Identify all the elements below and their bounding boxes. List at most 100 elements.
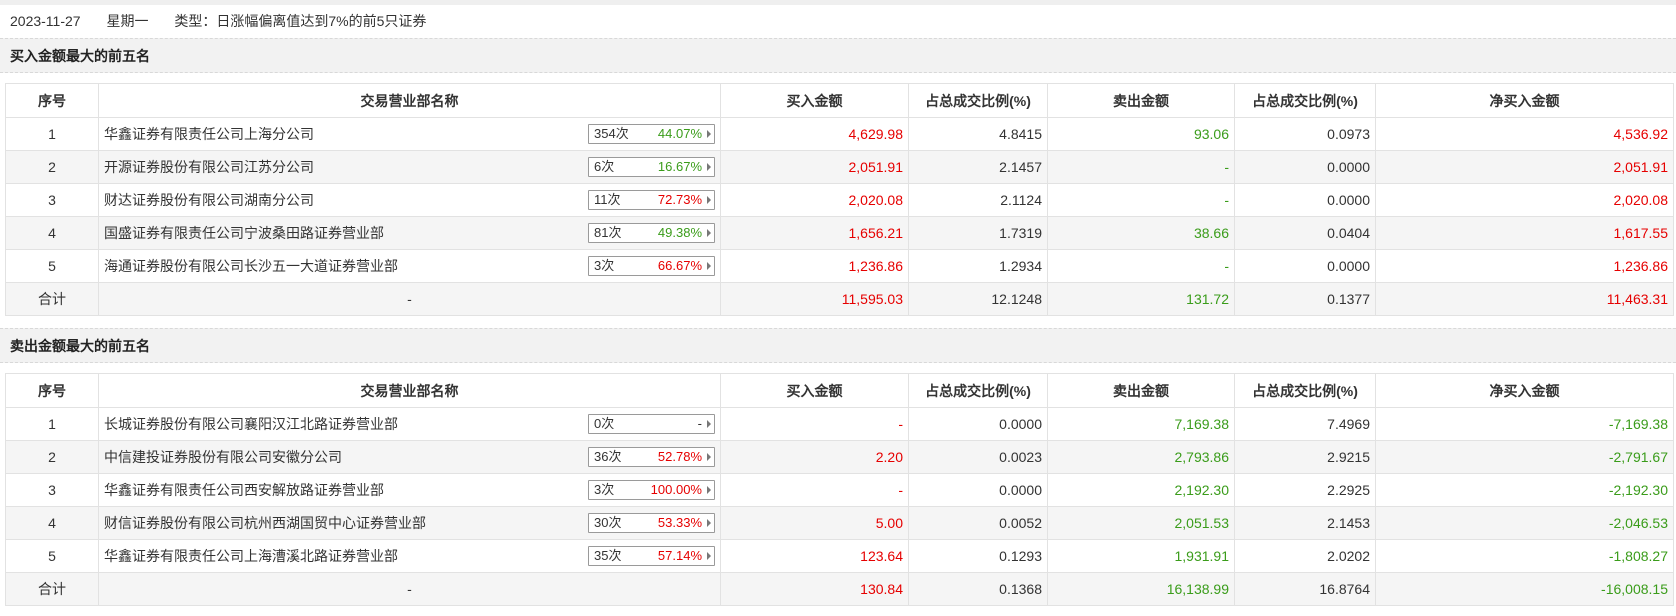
table-row: 2 中信建投证券股份有限公司安徽分公司 36次 52.78% 2.20 0.0023 2,7… [5, 440, 1674, 474]
listing-count: 30次 [594, 515, 622, 530]
net-buy-amount: 2,051.91 [1375, 150, 1674, 184]
col-buy-ratio: 占总成交比例(%) [908, 83, 1048, 118]
sell-amount: 38.66 [1047, 216, 1235, 250]
buy-ratio: 1.7319 [908, 216, 1048, 250]
sell-amount: 7,169.38 [1047, 407, 1235, 441]
caret-right-icon [707, 420, 711, 428]
row-index: 4 [5, 216, 99, 250]
total-net-buy: 11,463.31 [1375, 282, 1674, 316]
listing-count: 3次 [594, 482, 615, 497]
sell-section-title: 卖出金额最大的前五名 [0, 328, 1676, 363]
row-index: 5 [5, 249, 99, 283]
table-row: 3 财达证券股份有限公司湖南分公司 11次 72.73% 2,020.08 2.1124-… [5, 183, 1674, 217]
history-stat-dropdown[interactable]: 3次 100.00% [588, 480, 715, 500]
caret-right-icon [707, 453, 711, 461]
net-buy-amount: 1,617.55 [1375, 216, 1674, 250]
success-rate: 49.38% [657, 225, 702, 240]
branch-name[interactable]: 财达证券股份有限公司湖南分公司 [104, 192, 314, 208]
branch-name-cell: 开源证券股份有限公司江苏分公司 6次 16.67% [98, 150, 721, 184]
caret-right-icon [707, 196, 711, 204]
col-buy-ratio: 占总成交比例(%) [908, 373, 1048, 408]
listing-count: 6次 [594, 159, 615, 174]
branch-name[interactable]: 华鑫证券有限责任公司西安解放路证券营业部 [104, 482, 384, 498]
buy-amount: 123.64 [720, 539, 909, 573]
sell-amount: 93.06 [1047, 117, 1235, 151]
history-stat-dropdown[interactable]: 30次 53.33% [588, 513, 715, 533]
sell-amount: 1,931.91 [1047, 539, 1235, 573]
branch-name[interactable]: 华鑫证券有限责任公司上海漕溪北路证券营业部 [104, 548, 398, 564]
branch-name-cell: 财信证券股份有限公司杭州西湖国贸中心证券营业部 30次 53.33% [98, 506, 721, 540]
buy-ratio: 2.1124 [908, 183, 1048, 217]
branch-name-cell: 长城证券股份有限公司襄阳汉江北路证券营业部 0次 - [98, 407, 721, 441]
history-stat-dropdown[interactable]: 36次 52.78% [588, 447, 715, 467]
buy-ratio: 0.0000 [908, 407, 1048, 441]
type-label: 类型：日涨幅偏离值达到7%的前5只证券 [174, 13, 427, 29]
sell-ratio: 2.2925 [1234, 473, 1376, 507]
history-stat-dropdown[interactable]: 6次 16.67% [588, 157, 715, 177]
sell-amount: 2,051.53 [1047, 506, 1235, 540]
sell-table: 序号 交易营业部名称 买入金额 占总成交比例(%) 卖出金额 占总成交比例(%)… [5, 373, 1674, 606]
branch-name[interactable]: 国盛证券有限责任公司宁波桑田路证券营业部 [104, 225, 384, 241]
sell-ratio: 0.0000 [1234, 183, 1376, 217]
sell-amount: - [1047, 249, 1235, 283]
col-buy-amount: 买入金额 [720, 83, 909, 118]
sell-ratio: 0.0404 [1234, 216, 1376, 250]
history-stat-dropdown[interactable]: 81次 49.38% [588, 223, 715, 243]
top-bar [0, 0, 1676, 5]
sell-ratio: 0.0000 [1234, 150, 1376, 184]
buy-ratio: 0.0023 [908, 440, 1048, 474]
branch-name-cell: 华鑫证券有限责任公司西安解放路证券营业部 3次 100.00% [98, 473, 721, 507]
caret-right-icon [707, 229, 711, 237]
caret-right-icon [707, 519, 711, 527]
success-rate: 53.33% [657, 515, 702, 530]
table-row: 5 华鑫证券有限责任公司上海漕溪北路证券营业部 35次 57.14% 123.64 0.1… [5, 539, 1674, 573]
history-stat-dropdown[interactable]: 354次 44.07% [588, 124, 715, 144]
buy-amount: 2,051.91 [720, 150, 909, 184]
success-rate: 100.00% [650, 482, 702, 497]
branch-name-cell: 国盛证券有限责任公司宁波桑田路证券营业部 81次 49.38% [98, 216, 721, 250]
sell-ratio: 2.0202 [1234, 539, 1376, 573]
net-buy-amount: 2,020.08 [1375, 183, 1674, 217]
buy-ratio: 1.2934 [908, 249, 1048, 283]
meta-line: 2023-11-27 星期一 类型：日涨幅偏离值达到7%的前5只证券 [0, 5, 1676, 38]
net-buy-amount: 1,236.86 [1375, 249, 1674, 283]
branch-name[interactable]: 开源证券股份有限公司江苏分公司 [104, 159, 314, 175]
history-stat-dropdown[interactable]: 11次 72.73% [588, 190, 715, 210]
buy-section-title: 买入金额最大的前五名 [0, 38, 1676, 73]
success-rate: 44.07% [657, 126, 702, 141]
total-buy-amount: 130.84 [720, 572, 909, 606]
branch-name[interactable]: 海通证券股份有限公司长沙五一大道证券营业部 [104, 258, 398, 274]
history-stat-dropdown[interactable]: 35次 57.14% [588, 546, 715, 566]
total-sell-ratio: 0.1377 [1234, 282, 1376, 316]
branch-name[interactable]: 长城证券股份有限公司襄阳汉江北路证券营业部 [104, 416, 398, 432]
branch-name[interactable]: 华鑫证券有限责任公司上海分公司 [104, 126, 314, 142]
listing-count: 36次 [594, 449, 622, 464]
history-stat-dropdown[interactable]: 3次 66.67% [588, 256, 715, 276]
row-index: 4 [5, 506, 99, 540]
table-row: 2 开源证券股份有限公司江苏分公司 6次 16.67% 2,051.91 2.1457-0… [5, 150, 1674, 184]
branch-name-cell: 华鑫证券有限责任公司上海漕溪北路证券营业部 35次 57.14% [98, 539, 721, 573]
col-sell-amount: 卖出金额 [1047, 373, 1235, 408]
table-row: 1 长城证券股份有限公司襄阳汉江北路证券营业部 0次 - -0.0000 7,169.38… [5, 407, 1674, 441]
table-header-row: 序号 交易营业部名称 买入金额 占总成交比例(%) 卖出金额 占总成交比例(%)… [5, 373, 1674, 408]
net-buy-amount: -2,791.67 [1375, 440, 1674, 474]
branch-name[interactable]: 中信建投证券股份有限公司安徽分公司 [104, 449, 342, 465]
success-rate: - [697, 416, 702, 431]
total-sell-ratio: 16.8764 [1234, 572, 1376, 606]
sell-amount: 2,192.30 [1047, 473, 1235, 507]
total-net-buy: -16,008.15 [1375, 572, 1674, 606]
listing-count: 354次 [594, 126, 629, 141]
history-stat-dropdown[interactable]: 0次 - [588, 414, 715, 434]
total-row: 合计 -130.84 0.1368 16,138.99 16.8764 -16,008.1… [5, 572, 1674, 606]
caret-right-icon [707, 486, 711, 494]
col-net-buy: 净买入金额 [1375, 83, 1674, 118]
sell-amount: - [1047, 150, 1235, 184]
total-sell-amount: 131.72 [1047, 282, 1235, 316]
success-rate: 16.67% [657, 159, 702, 174]
buy-ratio: 0.0000 [908, 473, 1048, 507]
col-branch-name: 交易营业部名称 [98, 83, 721, 118]
listing-count: 3次 [594, 258, 615, 273]
branch-name[interactable]: 财信证券股份有限公司杭州西湖国贸中心证券营业部 [104, 515, 426, 531]
row-index: 3 [5, 473, 99, 507]
listing-count: 0次 [594, 416, 615, 431]
